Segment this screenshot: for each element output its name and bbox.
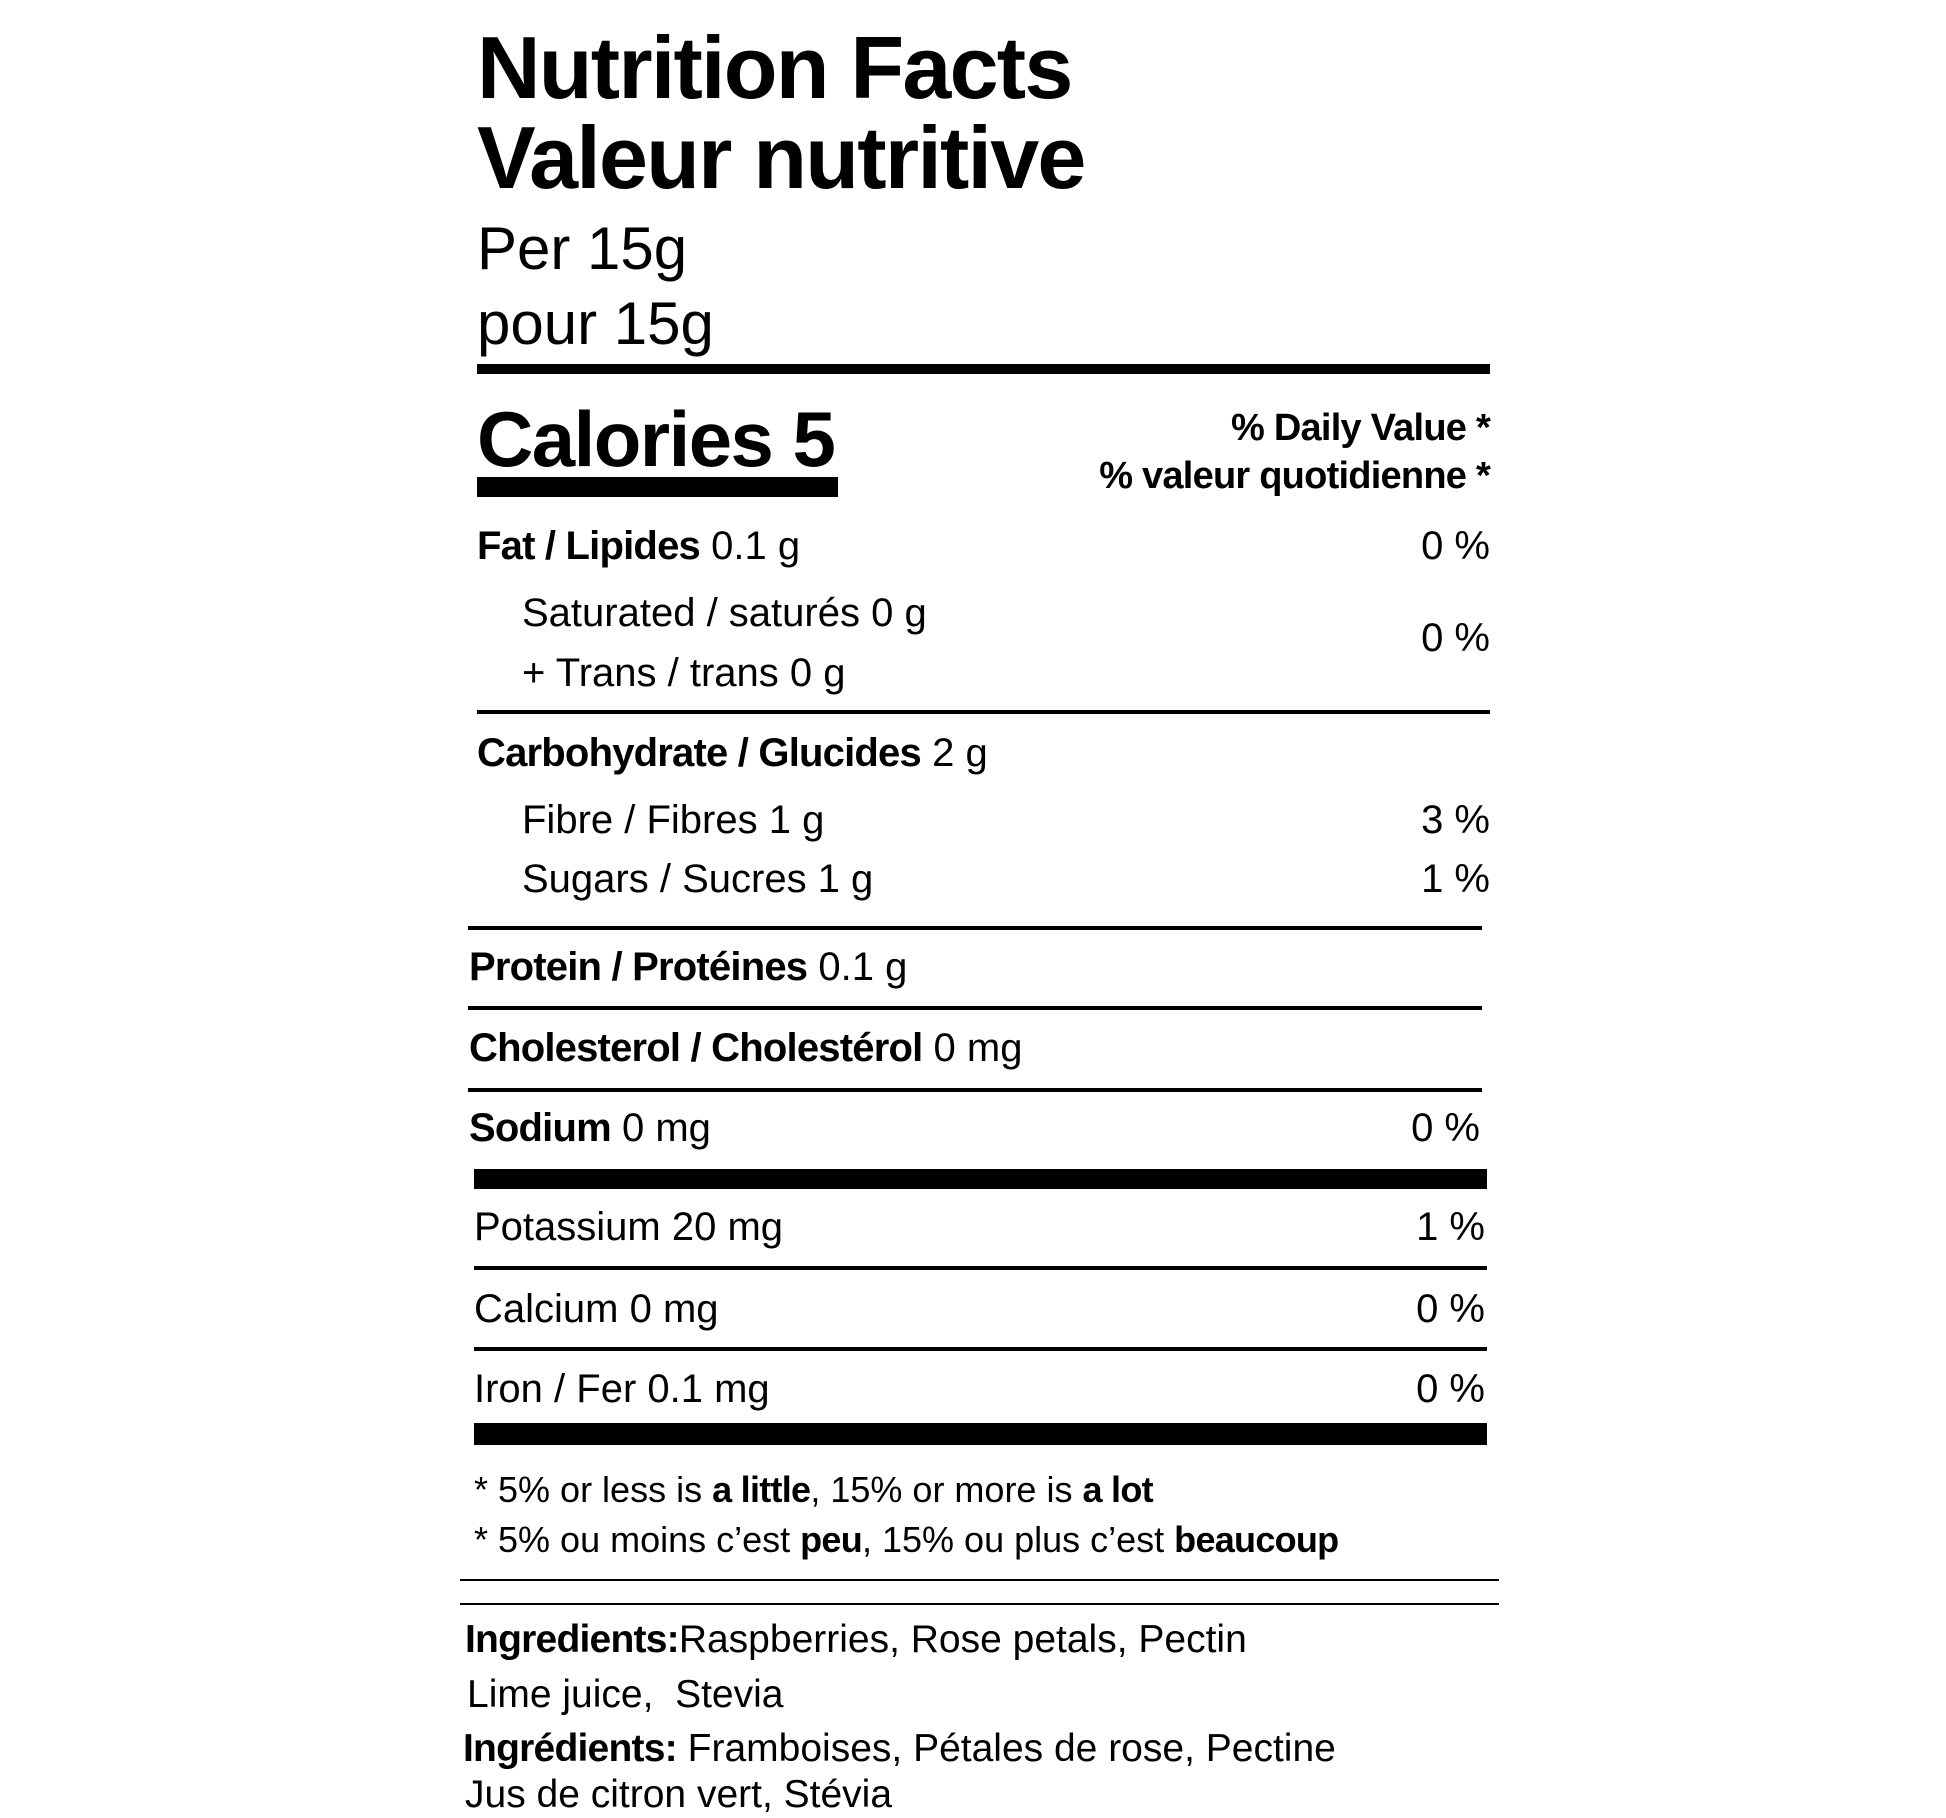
ingredients: Ingrédients: Framboises, Pétales de rose…: [463, 1729, 1336, 1768]
dv: 0 %: [1421, 524, 1490, 568]
nutrient-label: Cholesterol / Cholestérol: [469, 1026, 923, 1070]
nutrient: Saturated / saturés 0 g: [522, 591, 927, 635]
divider: [468, 1006, 1482, 1010]
dv: 0 %: [1416, 1287, 1485, 1331]
nutrient: Calcium 0 mg: [474, 1287, 719, 1331]
dv: 0 %: [1411, 1106, 1480, 1150]
ingredients-text: Lime juice, Stevia: [467, 1673, 784, 1716]
footnote-text: a little: [712, 1469, 811, 1510]
nutrient: Potassium 20 mg: [474, 1205, 784, 1249]
nutrient-label: Fat / Lipides: [477, 524, 701, 568]
ingredients: Ingredients:Raspberries, Rose petals, Pe…: [465, 1620, 1247, 1659]
ingredients-text: Framboises, Pétales de rose, Pectine: [687, 1727, 1336, 1770]
nutrient-amount: 0.1 g: [818, 945, 908, 989]
dv-header: % valeur quotidienne *: [1099, 455, 1491, 497]
title: Nutrition Facts: [477, 18, 1073, 117]
dv: 1 %: [1416, 1205, 1485, 1249]
footnote: * 5% or less is a little, 15% or more is…: [474, 1469, 1154, 1510]
serving: pour 15g: [477, 290, 714, 357]
divider: [474, 1423, 1487, 1445]
dv: 0 %: [1421, 616, 1490, 660]
nutrient: Sugars / Sucres 1 g: [522, 857, 874, 901]
footnote-text: , 15% ou plus c’est: [862, 1519, 1175, 1560]
nutrient-label: Carbohydrate / Glucides: [477, 731, 922, 775]
nutrient: Protein / Protéines 0.1 g: [469, 947, 907, 987]
ingredients-text: Jus de citron vert, Stévia: [465, 1773, 893, 1816]
nutrient-amount: 0.1 g: [711, 524, 801, 568]
dv: 0 %: [1416, 1367, 1485, 1411]
footnote-text: , 15% or more is: [810, 1469, 1083, 1510]
footnote-text: peu: [800, 1519, 863, 1560]
divider: [474, 1169, 1487, 1189]
ingredients-label: Ingredients:: [465, 1618, 680, 1661]
footnote-text: * 5% ou moins c’est: [474, 1519, 801, 1560]
dv: 3 %: [1421, 798, 1490, 842]
divider: [477, 477, 838, 497]
footnote: * 5% ou moins c’est peu, 15% ou plus c’e…: [474, 1519, 1339, 1560]
divider: [468, 926, 1482, 930]
nutrient-amount: 2 g: [932, 731, 988, 775]
nutrient-label: Protein / Protéines: [469, 945, 808, 989]
divider: [474, 1347, 1487, 1351]
divider: [474, 1266, 1487, 1270]
dv-header: % Daily Value *: [1231, 407, 1491, 449]
calories-label: Calories: [477, 395, 774, 483]
nutrient-label: Sodium: [469, 1106, 612, 1150]
nutrient: Iron / Fer 0.1 mg: [474, 1367, 770, 1411]
divider: [477, 710, 1490, 714]
footnote-text: a lot: [1082, 1469, 1153, 1510]
nutrient-amount: 0 mg: [622, 1106, 711, 1150]
calories: Calories 5: [477, 400, 836, 478]
serving: Per 15g: [477, 215, 688, 282]
divider: [460, 1579, 1499, 1581]
nutrient: Cholesterol / Cholestérol 0 mg: [469, 1028, 1022, 1068]
divider: [460, 1603, 1499, 1605]
nutrient: Carbohydrate / Glucides 2 g: [477, 733, 988, 773]
nutrient: Fibre / Fibres 1 g: [522, 798, 825, 842]
ingredients-text: Raspberries, Rose petals, Pectin: [678, 1618, 1247, 1661]
nutrient-amount: 0 mg: [933, 1026, 1023, 1070]
divider: [468, 1088, 1482, 1092]
dv: 1 %: [1421, 857, 1490, 901]
ingredients-label: Ingrédients:: [463, 1727, 678, 1770]
divider: [477, 364, 1490, 374]
footnote-text: * 5% or less is: [474, 1469, 713, 1510]
title: Valeur nutritive: [477, 108, 1086, 207]
nutrient: Fat / Lipides 0.1 g: [477, 526, 800, 566]
nutrient: Sodium 0 mg: [469, 1108, 711, 1148]
calories-value: 5: [792, 395, 835, 483]
footnote-text: beaucoup: [1174, 1519, 1339, 1560]
nutrient: + Trans / trans 0 g: [522, 651, 846, 695]
